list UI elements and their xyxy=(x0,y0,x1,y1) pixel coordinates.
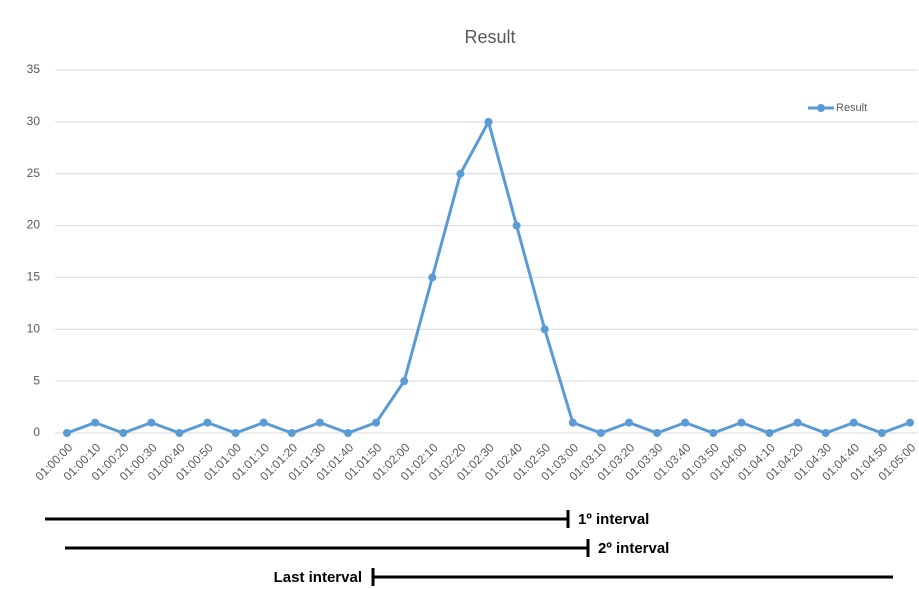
data-point xyxy=(175,429,184,437)
y-tick-label: 10 xyxy=(27,321,41,335)
interval-label: 2º interval xyxy=(598,540,669,557)
data-point xyxy=(287,429,296,437)
y-tick-label: 0 xyxy=(33,425,40,439)
data-point xyxy=(428,273,437,282)
y-tick-label: 20 xyxy=(27,218,41,232)
data-point xyxy=(63,429,71,437)
data-point xyxy=(231,429,240,437)
data-point xyxy=(849,418,858,427)
data-point xyxy=(877,429,886,437)
data-point xyxy=(765,429,774,437)
interval-label: 1º interval xyxy=(578,511,649,528)
data-point xyxy=(372,418,381,427)
interval-label: Last interval xyxy=(274,569,362,586)
data-point xyxy=(568,418,577,427)
data-point xyxy=(512,221,521,230)
legend-label: Result xyxy=(836,102,867,114)
data-point xyxy=(315,418,324,427)
y-tick-label: 30 xyxy=(27,114,41,128)
data-point xyxy=(203,418,212,427)
data-point xyxy=(484,117,493,126)
data-point xyxy=(737,418,746,427)
data-point xyxy=(119,429,128,437)
y-tick-label: 5 xyxy=(33,373,40,387)
data-point xyxy=(653,429,662,437)
y-tick-label: 15 xyxy=(27,270,41,284)
data-point xyxy=(400,377,409,386)
data-point xyxy=(344,429,352,437)
legend-marker xyxy=(817,104,825,112)
data-point xyxy=(681,418,690,427)
data-point xyxy=(625,418,633,427)
data-point xyxy=(709,429,718,437)
chart-title: Result xyxy=(464,27,515,47)
y-tick-label: 25 xyxy=(27,166,41,180)
data-point xyxy=(456,169,465,178)
data-point xyxy=(596,429,605,437)
data-point xyxy=(540,325,549,334)
data-point xyxy=(793,418,802,427)
data-point xyxy=(147,418,156,427)
y-tick-label: 35 xyxy=(27,62,41,76)
data-point xyxy=(91,418,100,427)
data-point xyxy=(259,418,268,427)
data-point xyxy=(821,429,830,437)
data-point xyxy=(906,418,914,427)
